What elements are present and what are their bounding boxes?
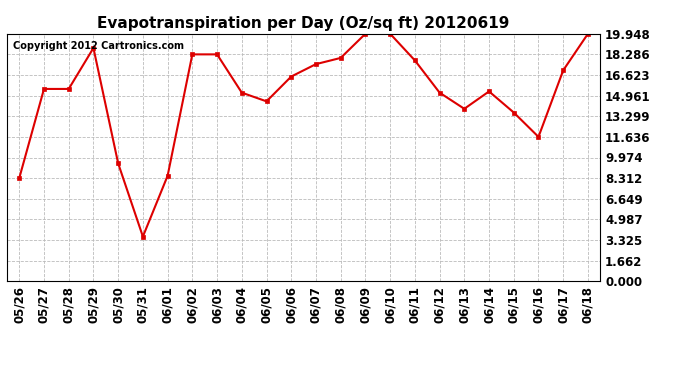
Title: Evapotranspiration per Day (Oz/sq ft) 20120619: Evapotranspiration per Day (Oz/sq ft) 20… [97, 16, 510, 31]
Text: Copyright 2012 Cartronics.com: Copyright 2012 Cartronics.com [13, 41, 184, 51]
